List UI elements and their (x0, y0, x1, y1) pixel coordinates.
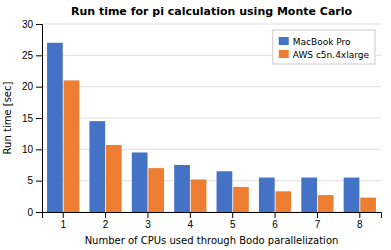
tick-label: 2 (103, 219, 109, 230)
chart: 1 2 3 4 5 6 7 8 0 5 10 15 20 25 30 MacBook Pro AWS c5n.4… (0, 0, 391, 250)
axis-line (43, 213, 382, 219)
bar (275, 191, 291, 212)
legend-item: AWS c5n.4xlarge (279, 50, 370, 60)
bar (217, 171, 233, 212)
tick-mark (232, 212, 233, 218)
tick: 6 (272, 212, 278, 230)
x-axis: 1 2 3 4 5 6 7 8 (43, 212, 382, 230)
tick: 20 (22, 81, 42, 92)
grid-line (42, 24, 381, 25)
grid-line (42, 86, 381, 87)
legend-swatch (279, 37, 289, 45)
bars (47, 43, 376, 212)
tick: 2 (103, 212, 109, 230)
tick-label: 15 (22, 113, 34, 124)
bar (259, 178, 275, 212)
tick: 3 (145, 212, 151, 230)
legend: MacBook Pro AWS c5n.4xlarge (273, 30, 375, 64)
tick: 7 (315, 212, 321, 230)
bar (132, 152, 148, 212)
tick: 15 (22, 113, 42, 124)
grid-line (42, 118, 381, 119)
plot-area: 1 2 3 4 5 6 7 8 0 5 10 15 20 25 30 MacBook Pro AWS c5n.4… (22, 19, 382, 230)
bar (47, 43, 63, 212)
tick-label: 6 (272, 219, 278, 230)
tick-label: 1 (60, 219, 66, 230)
bar (174, 165, 190, 212)
tick-mark (190, 212, 191, 218)
tick: 4 (188, 212, 194, 230)
tick: 30 (22, 19, 42, 30)
bar (148, 168, 164, 212)
tick-mark (105, 212, 106, 218)
tick-mark (36, 87, 42, 88)
y-axis-title: Run time [sec] (2, 82, 13, 155)
axis-line (36, 25, 43, 213)
bar-series (47, 43, 359, 212)
tick-mark (36, 55, 42, 56)
bar-series (64, 80, 376, 212)
tick-label: 8 (357, 219, 363, 230)
tick-label: 7 (315, 219, 321, 230)
tick-mark (63, 212, 64, 218)
tick-label: 20 (22, 81, 34, 92)
tick-label: 4 (188, 219, 194, 230)
tick-label: 10 (22, 144, 34, 155)
tick: 8 (357, 212, 363, 230)
bar (64, 80, 80, 212)
tick-mark (359, 212, 360, 218)
legend-label: AWS c5n.4xlarge (293, 50, 370, 60)
legend-item: MacBook Pro (279, 37, 351, 47)
tick-mark (317, 212, 318, 218)
bar (233, 187, 249, 212)
tick-mark (36, 212, 42, 213)
tick-mark (275, 212, 276, 218)
bar (191, 179, 207, 212)
bar (360, 198, 376, 212)
tick-label: 5 (230, 219, 236, 230)
tick-mark (36, 118, 42, 119)
x-axis-title: Number of CPUs used through Bodo paralle… (85, 235, 339, 246)
tick-mark (36, 149, 42, 150)
tick: 1 (60, 212, 66, 230)
title: Run time for pi calculation using Monte … (71, 5, 353, 18)
tick-mark (147, 212, 148, 218)
y-axis: 0 5 10 15 20 25 30 (22, 19, 43, 218)
tick-mark (36, 24, 42, 25)
bar (344, 178, 360, 212)
legend-label: MacBook Pro (293, 37, 351, 47)
tick-mark (36, 181, 42, 182)
tick: 10 (22, 144, 42, 155)
bar (318, 195, 334, 212)
tick-label: 25 (22, 50, 34, 61)
bar (106, 145, 122, 212)
tick: 0 (27, 207, 42, 218)
legend-box (273, 30, 375, 64)
grid (42, 24, 381, 212)
tick: 5 (230, 212, 236, 230)
legend-swatch (279, 50, 289, 58)
bar (89, 121, 105, 212)
tick-label: 30 (22, 19, 34, 30)
tick: 25 (22, 50, 42, 61)
tick-label: 0 (27, 207, 33, 218)
tick: 5 (27, 175, 42, 186)
bar (301, 178, 317, 212)
tick-label: 5 (27, 175, 33, 186)
tick-label: 3 (145, 219, 151, 230)
